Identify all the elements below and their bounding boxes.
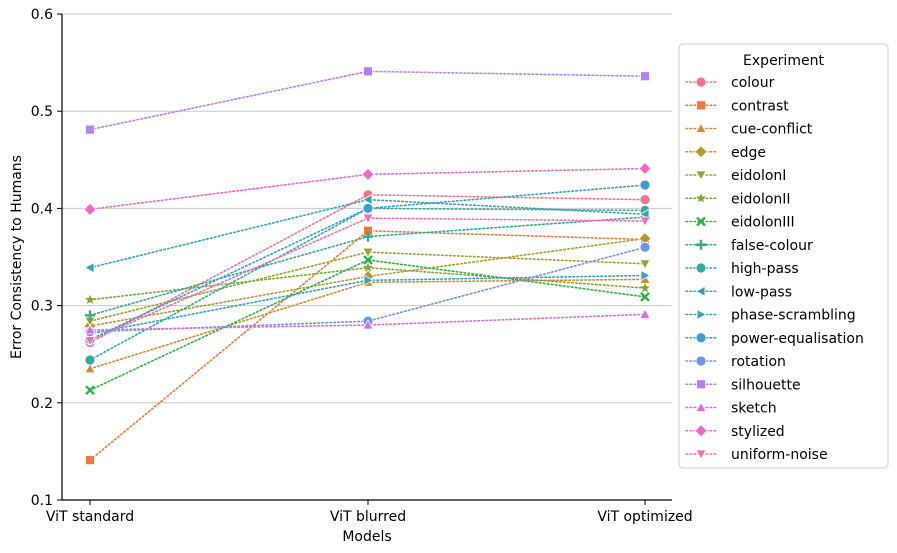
data-point-high-pass	[84, 354, 96, 366]
legend-label-eidolonII: eidolonII	[731, 191, 791, 207]
data-point-eidolonI	[362, 247, 374, 258]
data-point-eidolonII	[85, 294, 95, 304]
legend-label-eidolonI: eidolonI	[731, 168, 786, 184]
data-point-eidolonI	[639, 259, 651, 270]
legend-marker-edge	[694, 145, 708, 159]
legend-marker-colour	[695, 76, 707, 88]
data-point-low-pass	[84, 262, 95, 274]
legend-marker-phase-scrambling	[696, 308, 707, 321]
data-point-silhouette	[363, 66, 373, 77]
legend: Experiment colour contrast cue-conflict edge…	[678, 43, 889, 469]
legend-label-power-equalisation: power-equalisation	[731, 331, 864, 347]
x-tick-label: ViT standard	[46, 509, 134, 525]
data-point-sketch	[639, 308, 651, 319]
data-point-colour	[639, 194, 651, 206]
legend-marker-silhouette	[696, 379, 706, 390]
legend-label-colour: colour	[731, 75, 775, 91]
legend-marker-rotation	[695, 355, 707, 367]
legend-label-eidolonIII: eidolonIII	[731, 215, 795, 231]
data-point-power-equalisation	[362, 202, 374, 214]
legend-marker-low-pass	[695, 285, 706, 297]
x-tick-label: ViT blurred	[330, 509, 406, 525]
legend-label-silhouette: silhouette	[731, 377, 801, 393]
legend-label-rotation: rotation	[731, 354, 786, 370]
legend-label-low-pass: low-pass	[731, 284, 792, 300]
data-point-power-equalisation	[639, 179, 651, 191]
data-point-uniform-noise	[84, 336, 96, 347]
series-line-cue-conflict	[89, 278, 646, 370]
y-tick-label: 0.3	[31, 299, 53, 315]
data-point-eidolonIII	[363, 255, 373, 265]
legend-label-phase-scrambling: phase-scrambling	[731, 308, 856, 324]
series-line-colour	[89, 193, 646, 344]
data-point-silhouette	[85, 124, 95, 135]
y-tick-label: 0.2	[31, 396, 53, 412]
series-line-eidolonI	[89, 251, 646, 322]
legend-marker-eidolonII	[696, 193, 706, 203]
y-tick-label: 0.5	[31, 104, 53, 120]
legend-marker-sketch	[695, 401, 707, 412]
y-tick-label: 0.4	[31, 201, 53, 217]
data-point-sketch	[362, 319, 374, 330]
data-point-phase-scrambling	[640, 269, 651, 282]
y-tick-label: 0.6	[31, 7, 53, 23]
legend-label-contrast: contrast	[731, 98, 789, 114]
legend-box	[678, 43, 889, 469]
legend-marker-eidolonIII	[696, 216, 706, 227]
legend-label-sketch: sketch	[731, 401, 777, 417]
data-point-silhouette	[640, 71, 650, 82]
legend-label-high-pass: high-pass	[731, 261, 799, 277]
data-point-stylized	[638, 161, 652, 176]
y-tick-label: 0.1	[31, 493, 53, 509]
x-axis-label: Models	[342, 529, 391, 545]
series-line-phase-scrambling	[89, 274, 646, 335]
legend-marker-uniform-noise	[695, 449, 707, 460]
data-point-low-pass	[362, 193, 373, 206]
data-point-rotation	[639, 241, 651, 253]
series-line-silhouette	[89, 70, 646, 131]
data-point-cue-conflict	[84, 362, 96, 374]
data-point-false-colour	[85, 310, 95, 321]
legend-label-cue-conflict: cue-conflict	[731, 122, 813, 138]
data-point-contrast	[85, 455, 95, 466]
legend-marker-cue-conflict	[695, 122, 707, 133]
data-point-phase-scrambling	[363, 274, 374, 287]
data-point-eidolonIII	[85, 385, 95, 396]
data-point-sketch	[84, 324, 96, 335]
legend-marker-false-colour	[696, 239, 706, 250]
data-point-eidolonII	[640, 282, 650, 293]
series-markers	[83, 66, 652, 466]
data-point-eidolonIII	[640, 292, 650, 302]
legend-label-false-colour: false-colour	[731, 238, 813, 254]
legend-label-edge: edge	[731, 145, 766, 161]
data-point-stylized	[361, 167, 375, 181]
legend-marker-power-equalisation	[695, 332, 707, 344]
legend-label-uniform-noise: uniform-noise	[731, 447, 828, 463]
legend-label-stylized: stylized	[731, 424, 785, 440]
data-point-false-colour	[363, 231, 373, 242]
y-axis-label: Error Consistency to Humans	[9, 155, 25, 359]
axes: 0.1 0.2 0.3 0.4 0.5 0.6 ViT standard ViT blurre…	[31, 7, 693, 525]
data-point-eidolonII	[363, 262, 373, 272]
data-point-stylized	[83, 202, 97, 216]
legend-title: Experiment	[743, 53, 824, 69]
legend-marker-stylized	[694, 424, 708, 438]
legend-marker-eidolonI	[695, 170, 707, 181]
legend-marker-contrast	[696, 100, 706, 111]
series-line-eidolonIII	[89, 259, 646, 391]
data-point-uniform-noise	[639, 216, 651, 227]
legend-marker-high-pass	[695, 262, 707, 274]
data-point-uniform-noise	[362, 213, 374, 224]
x-tick-label: ViT optimized	[597, 509, 692, 525]
